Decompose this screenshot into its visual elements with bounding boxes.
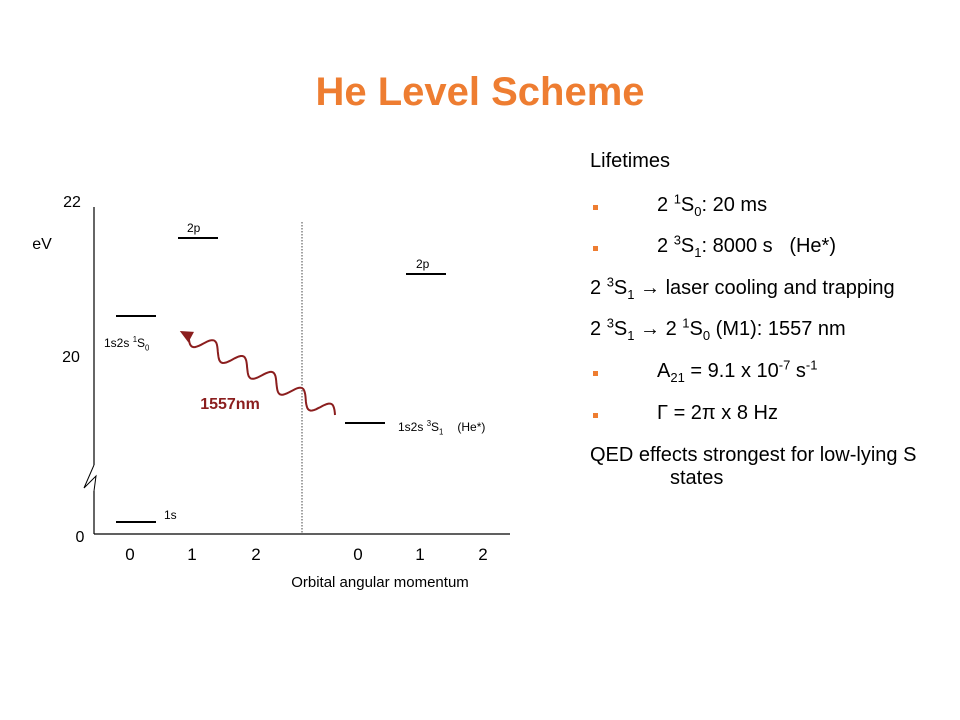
n1-sup: 1 — [673, 191, 681, 207]
n5-sup1: -7 — [778, 357, 791, 373]
notes-heading: Lifetimes — [590, 150, 671, 172]
n3-sub: 1 — [627, 287, 635, 302]
note-laser-cooling: 2 3S1 → laser cooling and trapping — [590, 274, 895, 302]
n4-arrow: → 2 — [634, 318, 683, 340]
n2-sub: 1 — [694, 245, 702, 260]
transition-arrow — [187, 335, 336, 416]
n5-mid: = 9.1 x 10 — [684, 360, 779, 382]
singlet-term: S — [137, 336, 146, 350]
x-tick-left-1: 1 — [187, 545, 196, 564]
n3-post: → laser cooling and trapping — [634, 277, 895, 299]
n1-post: : 20 ms — [701, 194, 768, 216]
n2-mid: S — [680, 235, 695, 257]
triplet-prefix: 1s2s — [398, 420, 427, 434]
level-label-singlet: 1s2s 1S0 — [104, 335, 150, 353]
slide-title: He Level Scheme — [315, 70, 645, 114]
x-axis-label: Orbital angular momentum — [291, 574, 469, 591]
y-tick-0: 0 — [76, 529, 85, 546]
triplet-sup: 3 — [426, 419, 432, 428]
n3-pre: 2 — [590, 277, 607, 299]
n4-sup1: 3 — [606, 315, 614, 331]
n1-pre: 2 — [657, 194, 674, 216]
singlet-prefix: 1s2s — [104, 336, 133, 350]
note-m1-transition: 2 3S1 → 2 1S0 (M1): 1557 nm — [590, 315, 846, 343]
note-bullet-triplet-lifetime: 2 3S1: 8000 s (He*) — [590, 232, 837, 260]
n4-post: (M1): 1557 nm — [710, 318, 846, 340]
n3-sup: 3 — [606, 274, 614, 290]
n2-sup: 3 — [673, 232, 681, 248]
level-label-1s: 1s — [164, 508, 177, 522]
triplet-sub: 1 — [439, 427, 444, 437]
n1-mid: S — [680, 194, 695, 216]
n2-post: : 8000 s (He*) — [701, 235, 837, 257]
x-tick-left-0: 0 — [125, 545, 134, 564]
n4-mid1: S — [613, 318, 628, 340]
n5-sub: 21 — [670, 370, 685, 385]
triplet-suffix: (He*) — [457, 420, 486, 434]
level-diagram: 22 20 0 eV 0 1 2 0 1 2 Orbital angular m… — [32, 194, 510, 591]
triplet-term: S — [431, 420, 440, 434]
n5-mid2: s — [790, 360, 806, 382]
n4-mid2: S — [689, 318, 703, 340]
note-bullet-einstein-a: A21 = 9.1 x 10-7 s-1 — [590, 357, 818, 385]
x-tick-right-2: 2 — [478, 545, 487, 564]
singlet-sub: 0 — [145, 343, 150, 353]
y-tick-22: 22 — [63, 194, 81, 211]
note-qed-effects: QED effects strongest for low-lying S st… — [590, 444, 917, 489]
x-tick-right-0: 0 — [353, 545, 362, 564]
n3-mid: S — [613, 277, 628, 299]
transition-label: 1557nm — [200, 396, 260, 413]
n4-sup2: 1 — [682, 315, 690, 331]
level-label-triplet: 1s2s 3S1 (He*) — [398, 419, 486, 437]
y-tick-20: 20 — [62, 349, 80, 366]
x-tick-right-1: 1 — [415, 545, 424, 564]
level-label-2p-right: 2p — [416, 257, 430, 271]
n2-pre: 2 — [657, 235, 674, 257]
n4-sub2: 0 — [702, 328, 711, 343]
x-tick-left-2: 2 — [251, 545, 260, 564]
n5-pre: A — [657, 360, 671, 382]
n5-sup2: -1 — [805, 357, 818, 373]
note-bullet-linewidth: Γ = 2π x 8 Hz — [590, 402, 778, 425]
n4-pre: 2 — [590, 318, 607, 340]
note-bullet-singlet-lifetime: 2 1S0: 20 ms — [590, 191, 768, 219]
n4-sub1: 1 — [627, 328, 635, 343]
transition-arrowhead — [179, 331, 194, 343]
axis-break — [83, 464, 97, 492]
level-label-2p-left: 2p — [187, 221, 201, 235]
singlet-sup: 1 — [132, 335, 138, 344]
n1-sub: 0 — [694, 204, 702, 219]
y-unit-label: eV — [32, 236, 52, 253]
